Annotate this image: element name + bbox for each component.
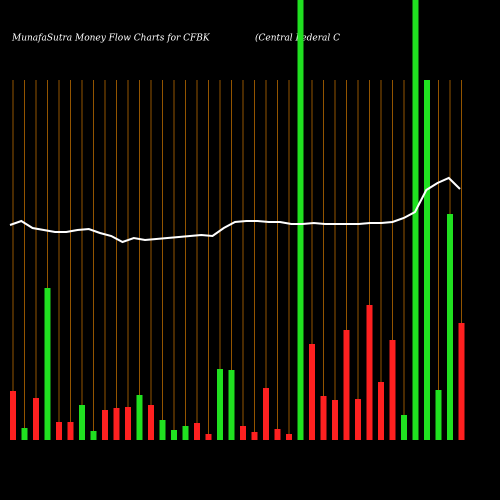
chart-title: MunafaSutra Money Flow Charts for CFBK xyxy=(11,34,211,44)
bar xyxy=(366,305,373,440)
bar xyxy=(90,431,97,440)
bar xyxy=(251,432,258,440)
bar xyxy=(44,288,51,440)
bar xyxy=(240,426,246,440)
bar xyxy=(401,415,407,440)
bar xyxy=(378,382,384,440)
bar xyxy=(389,340,396,440)
bar xyxy=(320,396,327,440)
bar xyxy=(10,391,16,440)
bar xyxy=(171,430,177,440)
bar xyxy=(274,429,281,440)
bar xyxy=(67,422,74,440)
bar xyxy=(228,370,235,440)
bar xyxy=(56,422,62,440)
bar xyxy=(205,434,212,440)
bar xyxy=(194,423,200,440)
bar xyxy=(113,408,120,440)
bar xyxy=(447,214,453,440)
bar xyxy=(332,400,338,440)
bar xyxy=(343,330,350,440)
bar xyxy=(286,434,292,440)
bar xyxy=(424,80,430,440)
bar xyxy=(217,369,223,440)
price-line xyxy=(9,176,461,244)
bar xyxy=(297,0,304,440)
bar xyxy=(159,420,166,440)
bar xyxy=(435,390,442,440)
bar xyxy=(125,407,131,440)
bar xyxy=(412,0,419,440)
bar xyxy=(79,405,85,440)
bar xyxy=(33,398,39,440)
bar xyxy=(102,410,108,440)
bar xyxy=(309,344,315,440)
bar xyxy=(21,428,28,440)
bar xyxy=(355,399,361,440)
bar xyxy=(263,388,269,440)
bar xyxy=(458,323,465,440)
bar xyxy=(182,426,189,440)
bar xyxy=(136,395,143,440)
bar xyxy=(148,405,154,440)
